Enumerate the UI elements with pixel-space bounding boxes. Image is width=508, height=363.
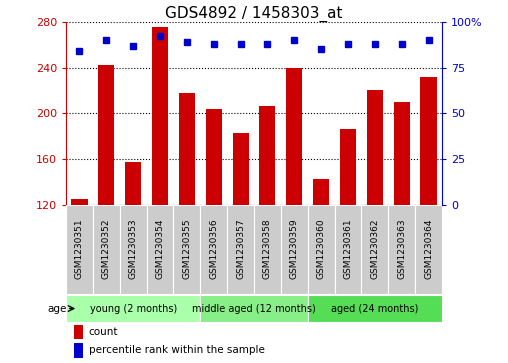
- Text: GSM1230351: GSM1230351: [75, 218, 84, 279]
- Text: aged (24 months): aged (24 months): [331, 303, 419, 314]
- Bar: [74, 343, 83, 358]
- Bar: [394, 102, 410, 205]
- Bar: [66, 295, 200, 322]
- Bar: [286, 68, 302, 205]
- Bar: [72, 199, 87, 205]
- Bar: [335, 205, 361, 294]
- Bar: [254, 205, 281, 294]
- Text: GSM1230355: GSM1230355: [182, 218, 192, 279]
- Text: GSM1230354: GSM1230354: [155, 218, 165, 279]
- Bar: [367, 90, 383, 205]
- Bar: [120, 205, 147, 294]
- Bar: [421, 77, 436, 205]
- Bar: [260, 106, 275, 205]
- Text: GSM1230360: GSM1230360: [316, 218, 326, 279]
- Bar: [308, 205, 335, 294]
- Bar: [308, 295, 442, 322]
- Text: percentile rank within the sample: percentile rank within the sample: [88, 345, 265, 355]
- Bar: [147, 205, 173, 294]
- Bar: [281, 205, 308, 294]
- Text: GSM1230353: GSM1230353: [129, 218, 138, 279]
- Bar: [125, 163, 141, 205]
- Bar: [200, 295, 308, 322]
- Bar: [200, 205, 227, 294]
- Bar: [313, 179, 329, 205]
- Text: GSM1230364: GSM1230364: [424, 218, 433, 279]
- Text: middle aged (12 months): middle aged (12 months): [192, 303, 316, 314]
- Bar: [66, 205, 93, 294]
- Text: GSM1230363: GSM1230363: [397, 218, 406, 279]
- Bar: [206, 109, 222, 205]
- Bar: [233, 133, 248, 205]
- Text: GSM1230356: GSM1230356: [209, 218, 218, 279]
- Bar: [179, 93, 195, 205]
- Text: GSM1230352: GSM1230352: [102, 218, 111, 279]
- Text: GSM1230357: GSM1230357: [236, 218, 245, 279]
- Bar: [361, 205, 388, 294]
- Bar: [152, 28, 168, 205]
- Bar: [173, 205, 200, 294]
- Text: GSM1230359: GSM1230359: [290, 218, 299, 279]
- Text: GSM1230358: GSM1230358: [263, 218, 272, 279]
- Bar: [340, 129, 356, 205]
- Text: GSM1230361: GSM1230361: [343, 218, 353, 279]
- Bar: [74, 325, 83, 339]
- Text: GSM1230362: GSM1230362: [370, 218, 379, 279]
- Bar: [93, 205, 120, 294]
- Text: age: age: [47, 303, 67, 314]
- Bar: [227, 205, 254, 294]
- Text: young (2 months): young (2 months): [89, 303, 177, 314]
- Bar: [415, 205, 442, 294]
- Text: count: count: [88, 327, 118, 337]
- Bar: [98, 65, 114, 205]
- Title: GDS4892 / 1458303_at: GDS4892 / 1458303_at: [165, 5, 343, 22]
- Bar: [388, 205, 415, 294]
